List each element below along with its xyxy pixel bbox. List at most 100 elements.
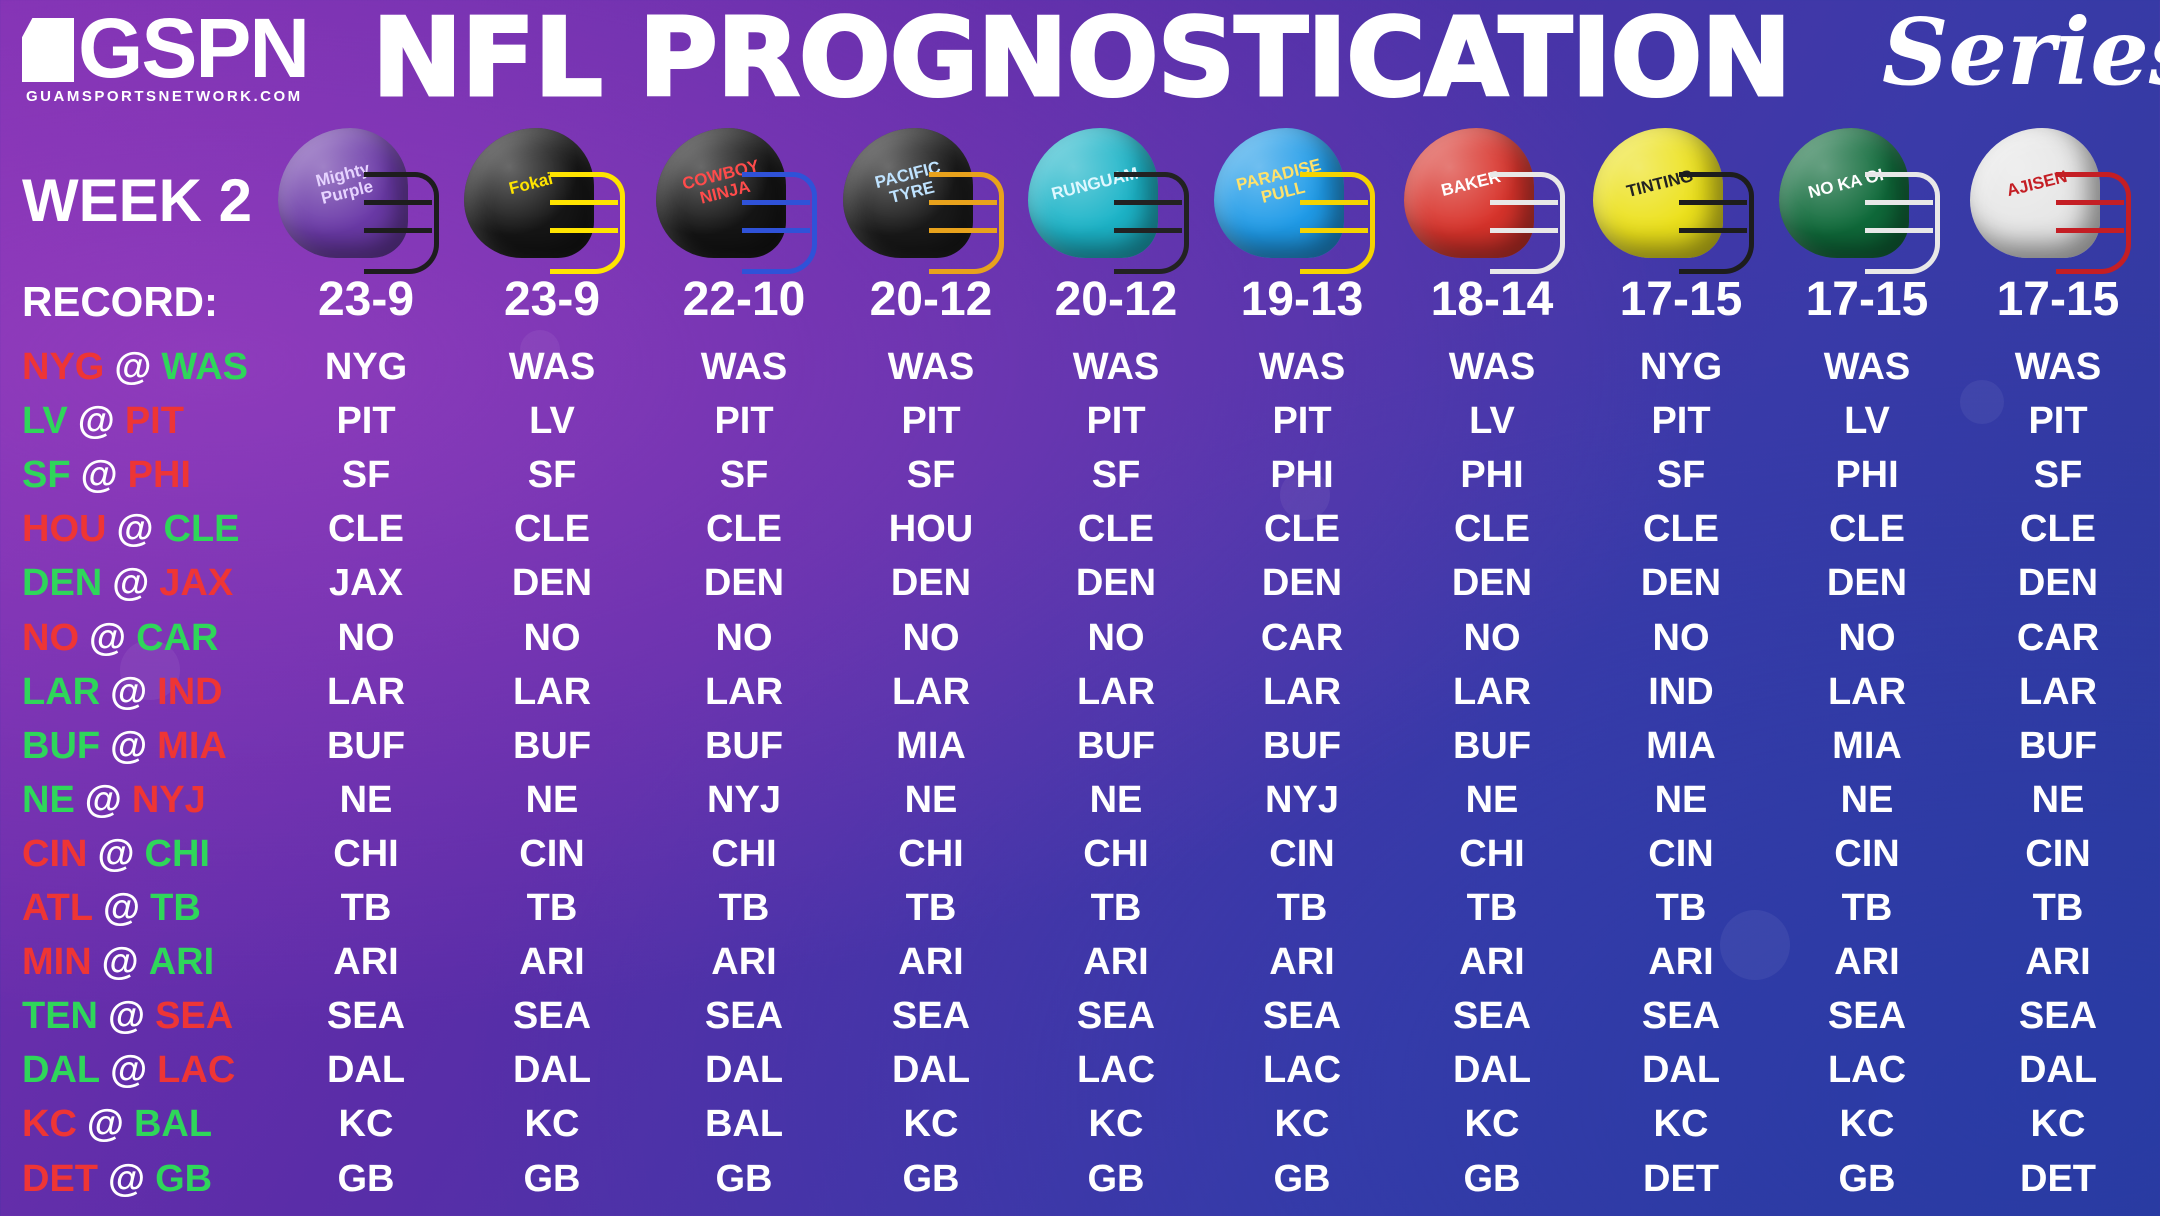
matchup-label: BUF @ MIA xyxy=(22,725,227,768)
facemask xyxy=(1679,172,1754,274)
pick-cell: PIT xyxy=(336,400,396,443)
helmet-icon: PACIFIC TYRE xyxy=(843,120,1004,274)
pick-cell: ARI xyxy=(333,941,399,984)
at-symbol: @ xyxy=(110,724,148,767)
pick-cell: LAC xyxy=(1827,1049,1907,1092)
pick-cell: DAL xyxy=(512,1049,592,1092)
pick-cell: CLE xyxy=(1264,508,1340,551)
matchup-label: NO @ CAR xyxy=(22,617,218,660)
pick-cell: NO xyxy=(1463,616,1521,659)
home-team: ARI xyxy=(148,941,215,984)
pick-cell: CIN xyxy=(1648,832,1714,875)
pick-cell: BUF xyxy=(1452,724,1532,767)
pick-cell: GB xyxy=(715,1157,773,1200)
pick-cell: NO xyxy=(902,616,960,659)
gspn-logo: GSPN GUAMSPORTSNETWORK.COM xyxy=(20,6,355,108)
pick-cell: CLE xyxy=(1454,508,1530,551)
helmet-shell xyxy=(1214,128,1344,258)
facemask-bar xyxy=(1300,200,1368,205)
pick-cell: ARI xyxy=(711,941,777,984)
pick-cell: CLE xyxy=(2020,508,2096,551)
facemask xyxy=(1865,172,1940,274)
helmet-icon: Fokai xyxy=(464,120,625,274)
away-team: NO xyxy=(22,616,79,659)
home-team: PHI xyxy=(127,454,191,497)
pick-cell: PIT xyxy=(714,400,774,443)
pick-cell: DEN xyxy=(2017,562,2099,605)
pick-cell: TB xyxy=(340,887,392,929)
helmet-icon: RUNGUAM xyxy=(1028,120,1189,274)
pick-cell: KC xyxy=(524,1103,580,1146)
pick-cell: DAL xyxy=(1641,1049,1721,1092)
pick-cell: BUF xyxy=(512,724,592,767)
pick-cell: NE xyxy=(339,778,393,821)
pick-cell: DAL xyxy=(326,1049,406,1092)
home-team: PIT xyxy=(124,400,184,443)
facemask-bar xyxy=(1300,228,1368,233)
facemask-bar xyxy=(550,228,618,233)
pick-cell: NE xyxy=(2031,778,2085,821)
home-team: BAL xyxy=(133,1103,213,1146)
pick-cell: KC xyxy=(1653,1103,1709,1146)
pick-cell: CLE xyxy=(1643,508,1719,551)
pick-cell: NO xyxy=(1838,616,1896,659)
pick-cell: MIA xyxy=(1832,724,1902,767)
away-team: NE xyxy=(22,778,75,821)
pick-cell: LAR xyxy=(1262,670,1342,713)
pick-cell: NYG xyxy=(1639,346,1723,388)
record-value: 18-14 xyxy=(1430,273,1554,326)
pick-cell: GB xyxy=(1463,1157,1521,1200)
pick-cell: KC xyxy=(2030,1103,2086,1146)
facemask-bar xyxy=(364,228,432,233)
pick-cell: NE xyxy=(1089,778,1143,821)
pick-cell: SF xyxy=(341,454,391,497)
at-symbol: @ xyxy=(103,887,141,929)
record-label: RECORD: xyxy=(22,278,218,325)
pick-cell: CIN xyxy=(519,832,585,875)
pick-cell: PIT xyxy=(1651,400,1711,443)
page-title: NFL PROGNOSTICATION xyxy=(371,0,1794,121)
facemask-bar xyxy=(1490,228,1558,233)
home-team: WAS xyxy=(161,346,248,388)
pick-cell: CHI xyxy=(898,832,964,875)
facemask-bar xyxy=(929,228,997,233)
pick-cell: KC xyxy=(1464,1103,1520,1146)
pick-cell: GB xyxy=(1087,1157,1145,1200)
away-team: DAL xyxy=(22,1049,101,1092)
pick-cell: TB xyxy=(1276,887,1328,929)
pick-cell: KC xyxy=(338,1103,394,1146)
pick-cell: CHI xyxy=(333,832,399,875)
week-label: WEEK 2 xyxy=(22,167,253,234)
helmet-icon: NO KA OI xyxy=(1779,120,1940,274)
at-symbol: @ xyxy=(110,1049,148,1092)
pick-cell: GB xyxy=(902,1157,960,1200)
pick-cell: JAX xyxy=(329,562,403,605)
pick-cell: DEN xyxy=(1075,562,1157,605)
pick-cell: SF xyxy=(2033,454,2083,497)
away-team: LV xyxy=(22,400,68,443)
matchup-label: LAR @ IND xyxy=(22,671,223,714)
pick-cell: KC xyxy=(903,1103,959,1146)
pick-cell: NYG xyxy=(324,346,408,388)
pick-cell: ARI xyxy=(1269,941,1335,984)
at-symbol: @ xyxy=(89,616,127,659)
helmet-icon: BAKER xyxy=(1404,120,1565,274)
record-value: 20-12 xyxy=(1054,273,1178,326)
pick-cell: KC xyxy=(1839,1103,1895,1146)
away-team: BUF xyxy=(22,724,101,767)
pick-cell: DAL xyxy=(704,1049,784,1092)
pick-cell: LAR xyxy=(1452,670,1532,713)
matchup-label: CIN @ CHI xyxy=(22,833,210,876)
facemask xyxy=(2056,172,2131,274)
pick-cell: BUF xyxy=(326,724,406,767)
at-symbol: @ xyxy=(86,1103,124,1146)
pick-cell: ARI xyxy=(1083,941,1149,984)
record-value: 17-15 xyxy=(1805,273,1929,326)
pick-cell: SEA xyxy=(1641,995,1721,1038)
facemask-bar xyxy=(929,200,997,205)
home-team: JAX xyxy=(159,562,234,605)
facemask-bar xyxy=(1865,200,1933,205)
pick-cell: SF xyxy=(527,454,577,497)
at-symbol: @ xyxy=(116,508,154,551)
record-value: 17-15 xyxy=(1619,273,1743,326)
